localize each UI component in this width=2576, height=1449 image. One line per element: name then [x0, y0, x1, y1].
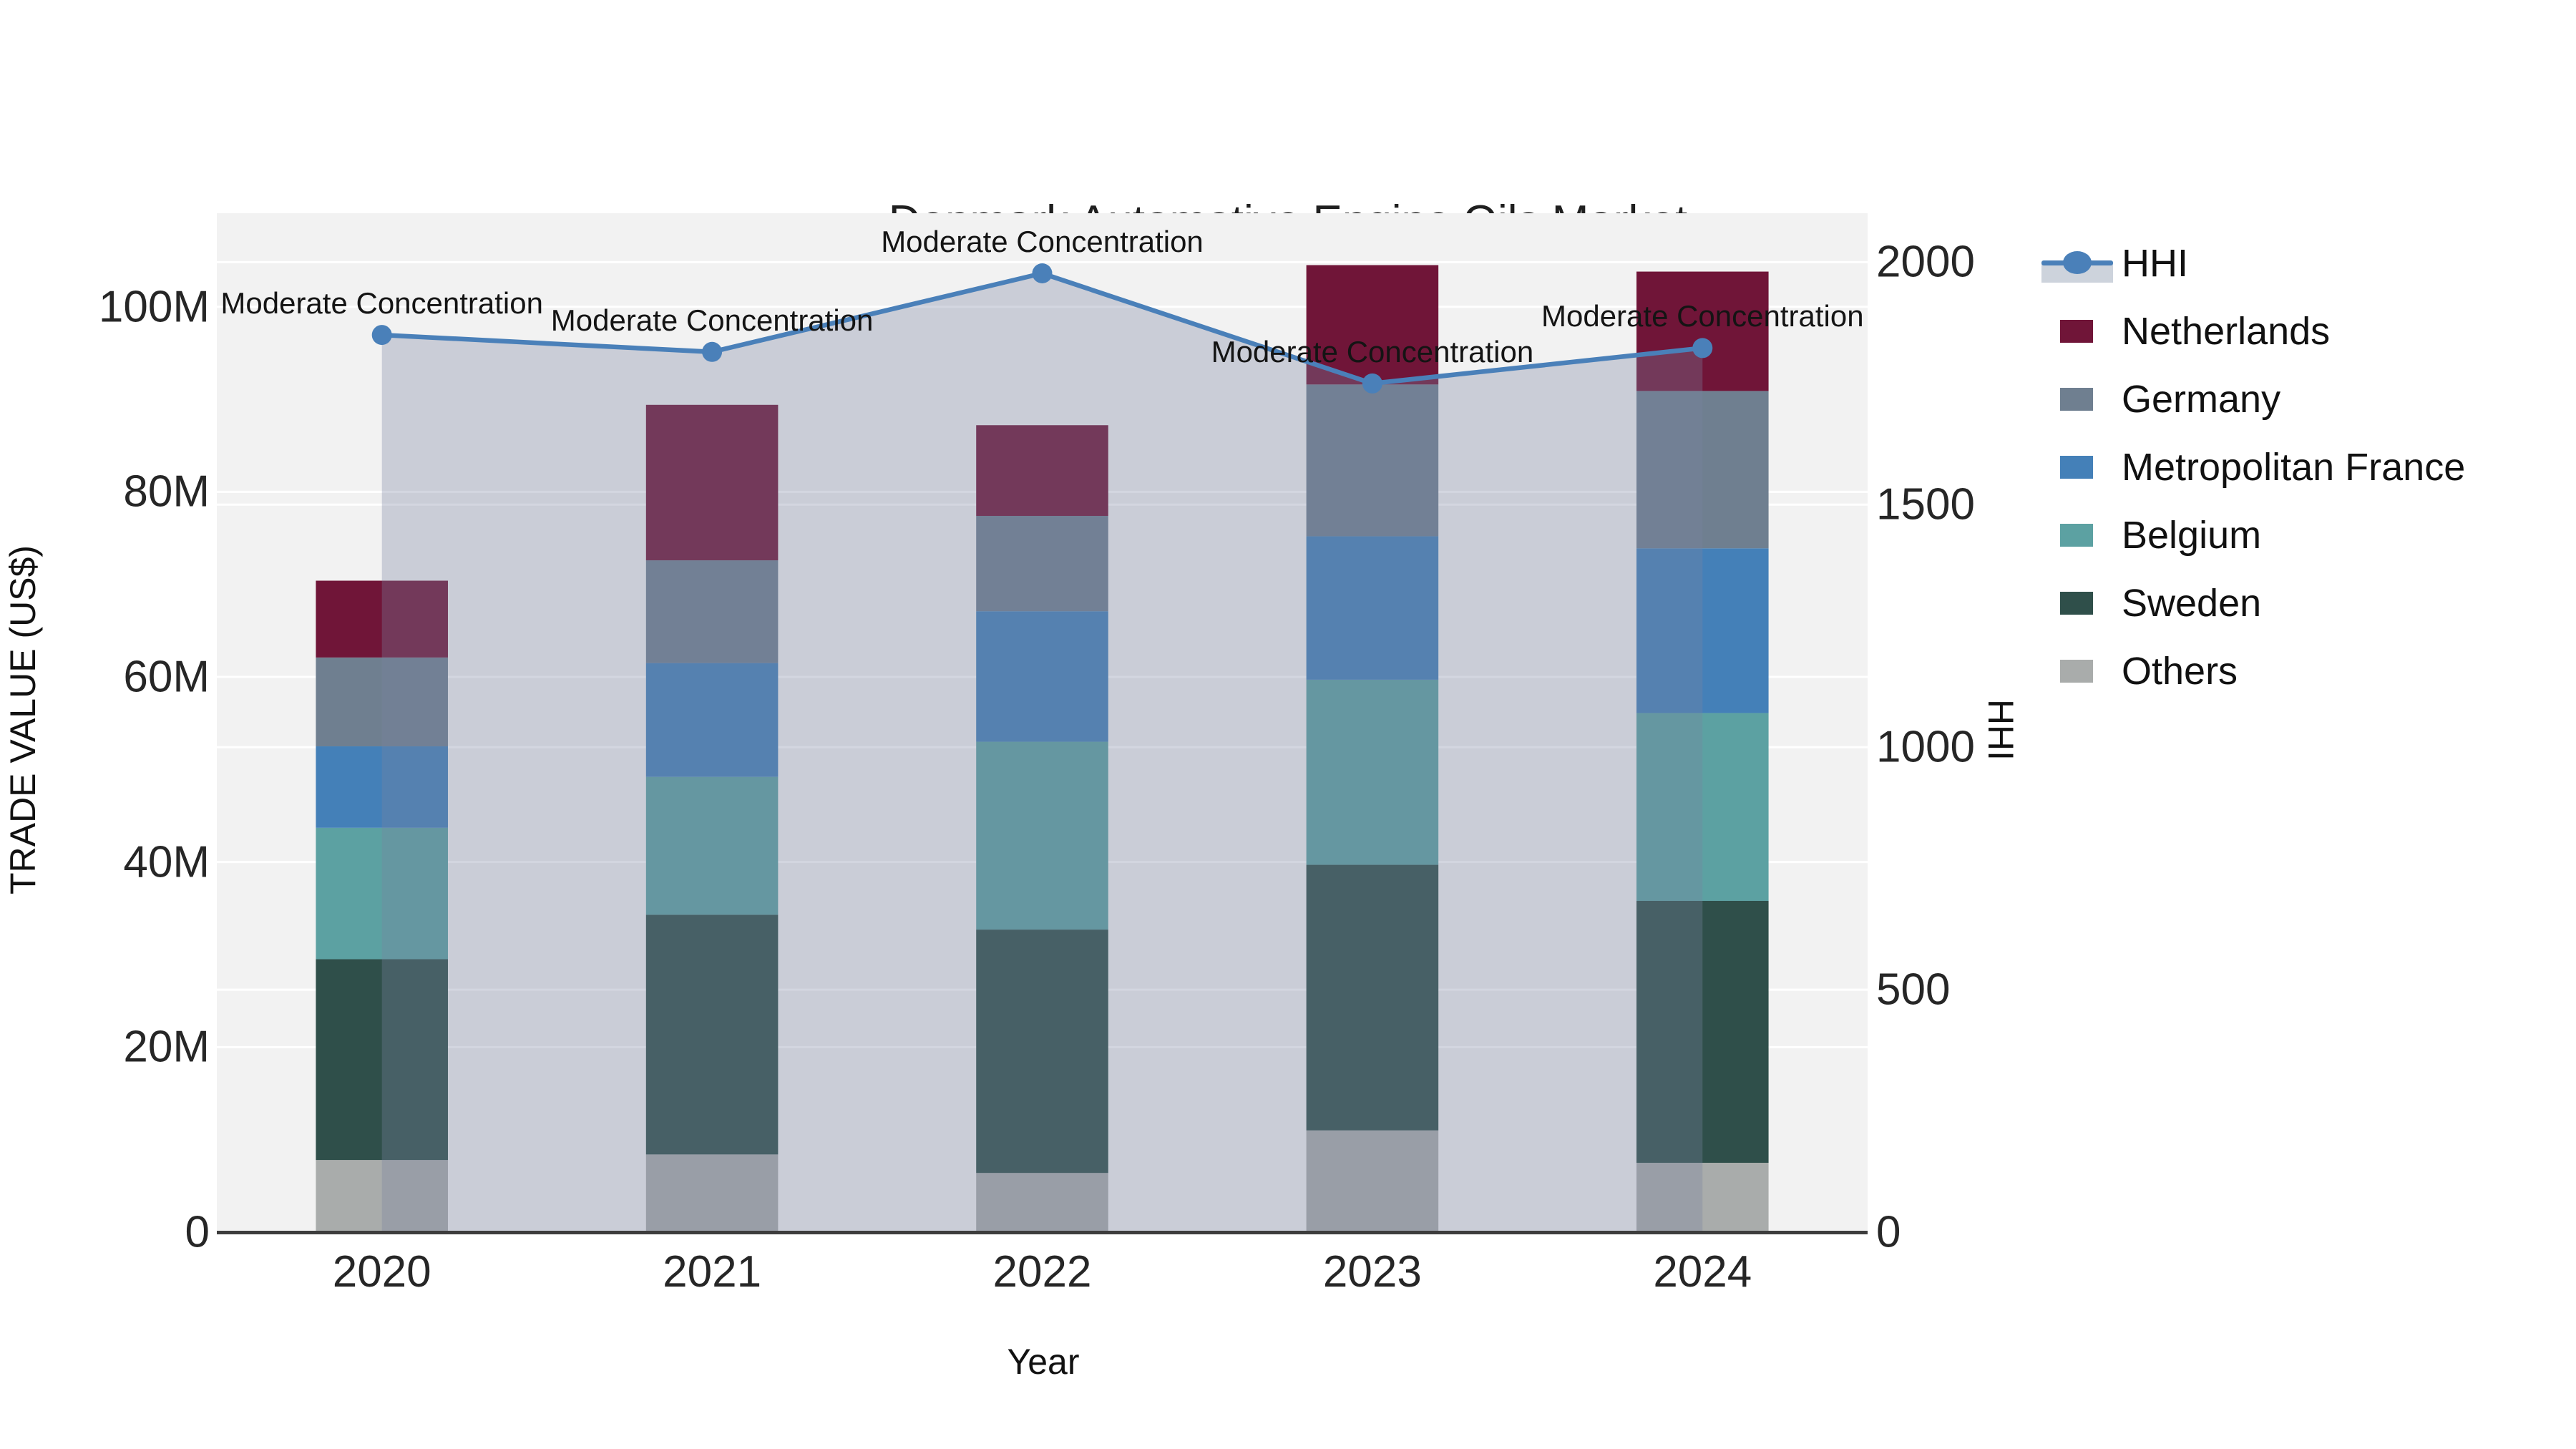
legend-item-netherlands: Netherlands	[2036, 297, 2465, 365]
bar-segment-2021-netherlands	[645, 404, 779, 561]
y-left-tick-40M: 40M	[123, 837, 210, 887]
x-tick-2023: 2023	[1322, 1247, 1422, 1297]
annotation-2022: Moderate Concentration	[881, 225, 1204, 258]
color-swatch-belgium	[2060, 523, 2093, 547]
y-left-tick-0: 0	[185, 1207, 210, 1257]
x-tick-2021: 2021	[663, 1247, 762, 1297]
legend-swatch-icon	[2036, 297, 2114, 365]
legend-label: HHI	[2122, 241, 2188, 285]
bar-segment-2020-metropolitan-france	[316, 746, 448, 828]
x-axis-line	[217, 1231, 1868, 1234]
bar-segment-2022-others	[976, 1173, 1108, 1232]
y-left-tick-20M: 20M	[123, 1022, 210, 1072]
bar-segment-2022-sweden	[976, 930, 1108, 1174]
y-left-axis-title: TRADE VALUE (US$)	[3, 545, 43, 895]
bar-segment-2020-others	[316, 1160, 448, 1232]
legend-item-sweden: Sweden	[2036, 569, 2465, 637]
legend-item-hhi: HHI	[2036, 229, 2465, 297]
legend-label: Germany	[2122, 377, 2281, 421]
legend-swatch-icon	[2036, 637, 2114, 705]
annotation-2021: Moderate Concentration	[550, 303, 874, 337]
bar-segment-2020-belgium	[316, 827, 448, 960]
hhi-marker-dot-icon	[2063, 251, 2092, 274]
bar-segment-2024-others	[1636, 1163, 1769, 1232]
annotation-2020: Moderate Concentration	[220, 286, 543, 321]
legend-label: Metropolitan France	[2122, 445, 2466, 489]
bar-segment-2021-germany	[645, 560, 779, 663]
bar-segment-2024-netherlands	[1636, 271, 1769, 391]
bar-segment-2022-netherlands	[976, 425, 1108, 516]
legend-swatch-icon	[2036, 433, 2114, 501]
legend-label: Netherlands	[2122, 309, 2331, 353]
bar-segment-2022-belgium	[976, 741, 1108, 930]
y-left-tick-100M: 100M	[98, 282, 210, 332]
bar-segment-2024-germany	[1636, 391, 1769, 549]
x-tick-2020: 2020	[332, 1247, 431, 1297]
bar-segment-2024-sweden	[1636, 900, 1769, 1163]
bar-segment-2023-others	[1306, 1130, 1439, 1232]
bar-segment-2020-sweden	[316, 959, 448, 1161]
legend-label: Sweden	[2122, 581, 2262, 625]
x-tick-2022: 2022	[992, 1247, 1092, 1297]
bar-segment-2024-belgium	[1636, 713, 1769, 901]
y-right-tick-1000: 1000	[1876, 722, 1975, 772]
legend: HHI Netherlands Germany Metropolitan France…	[2036, 229, 2465, 705]
color-swatch-sweden	[2060, 591, 2093, 615]
color-swatch-germany	[2060, 387, 2093, 411]
hhi-marker-2023	[1362, 373, 1382, 394]
y-right-tick-2000: 2000	[1876, 237, 1975, 287]
legend-item-others: Others	[2036, 637, 2465, 705]
bar-segment-2023-germany	[1306, 384, 1439, 537]
bar-segment-2020-germany	[316, 657, 448, 747]
y-right-tick-500: 500	[1876, 965, 1951, 1015]
hhi-marker-2020	[371, 325, 392, 346]
hhi-marker-2021	[702, 341, 723, 362]
hhi-marker-2022	[1032, 263, 1053, 283]
legend-item-metropolitan-france: Metropolitan France	[2036, 433, 2465, 501]
bar-segment-2021-others	[645, 1154, 779, 1232]
bar-segment-2023-metropolitan-france	[1306, 536, 1439, 680]
bar-segment-2023-belgium	[1306, 679, 1439, 865]
color-swatch-netherlands	[2060, 319, 2093, 343]
y-right-tick-1500: 1500	[1876, 479, 1975, 530]
bar-segment-2021-metropolitan-france	[645, 663, 779, 777]
legend-swatch-icon	[2036, 569, 2114, 637]
y-left-tick-60M: 60M	[123, 652, 210, 702]
color-swatch-others	[2060, 659, 2093, 683]
y-right-axis-title: HHI	[1981, 698, 2021, 761]
hhi-marker-2024	[1692, 338, 1713, 358]
hhi-line-icon	[2036, 229, 2114, 297]
bar-segment-2022-metropolitan-france	[976, 611, 1108, 742]
bar-segment-2023-netherlands	[1306, 265, 1439, 385]
hhi-fill-band	[381, 273, 1703, 1232]
x-tick-2024: 2024	[1653, 1247, 1752, 1297]
y-right-tick-0: 0	[1876, 1207, 1901, 1257]
bar-segment-2020-netherlands	[316, 580, 448, 658]
legend-label: Belgium	[2122, 513, 2262, 557]
bar-segment-2024-metropolitan-france	[1636, 548, 1769, 713]
legend-swatch-icon	[2036, 501, 2114, 569]
bar-segment-2022-germany	[976, 515, 1108, 612]
annotation-2024: Moderate Concentration	[1541, 299, 1864, 333]
bar-segment-2021-belgium	[645, 776, 779, 915]
x-axis-title: Year	[1007, 1342, 1080, 1382]
annotation-2023: Moderate Concentration	[1211, 334, 1534, 369]
bar-segment-2023-sweden	[1306, 864, 1439, 1131]
y-left-tick-80M: 80M	[123, 467, 210, 517]
legend-item-belgium: Belgium	[2036, 501, 2465, 569]
legend-item-germany: Germany	[2036, 365, 2465, 433]
legend-label: Others	[2122, 649, 2238, 693]
legend-swatch-icon	[2036, 365, 2114, 433]
bar-segment-2021-sweden	[645, 914, 779, 1155]
color-swatch-metropolitan-france	[2060, 455, 2093, 479]
